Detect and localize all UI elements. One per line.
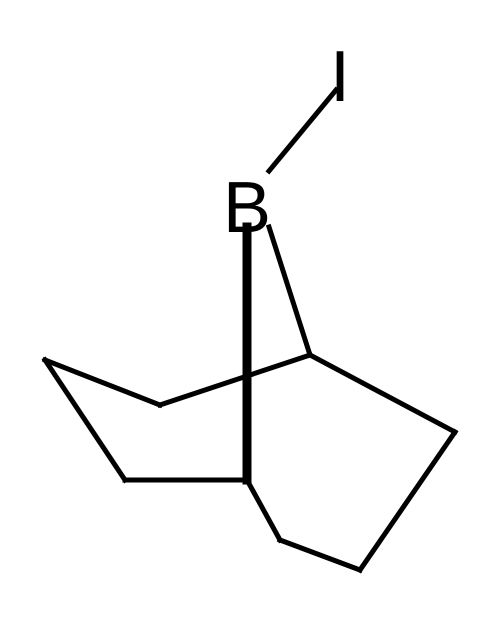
bond-R3-C1 (247, 480, 280, 540)
bond-C2-L1 (160, 355, 310, 405)
atom-label-B: B (223, 168, 271, 248)
bond-C2-R1 (310, 355, 455, 432)
bond-I-B (269, 90, 336, 171)
bond-group (45, 90, 455, 570)
bond-R2-R3 (280, 540, 360, 570)
bond-R1-R2 (360, 432, 455, 570)
atom-label-I: I (330, 37, 350, 117)
molecule-canvas: IB (0, 0, 502, 640)
bond-B-C2 (269, 227, 310, 355)
atom-label-group: IB (223, 37, 350, 248)
